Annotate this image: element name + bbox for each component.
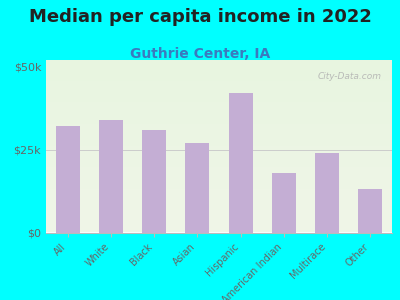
Text: City-Data.com: City-Data.com — [318, 72, 382, 81]
Bar — [56, 126, 80, 232]
Bar — [99, 120, 123, 232]
Text: Median per capita income in 2022: Median per capita income in 2022 — [28, 8, 372, 26]
Bar — [315, 153, 339, 232]
Bar — [272, 173, 296, 232]
Bar — [229, 93, 252, 232]
Text: Guthrie Center, IA: Guthrie Center, IA — [130, 46, 270, 61]
Bar — [186, 143, 209, 232]
Bar — [142, 130, 166, 232]
Bar — [358, 189, 382, 232]
